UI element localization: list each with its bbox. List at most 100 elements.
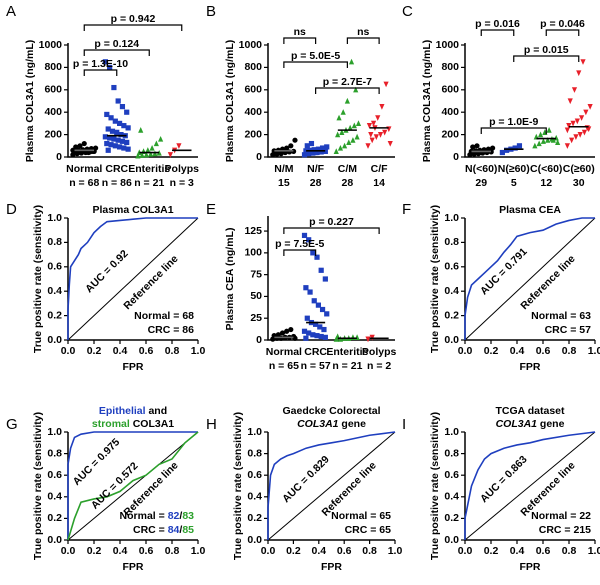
note-part: / — [179, 510, 182, 522]
panel-letter: C — [402, 3, 413, 20]
bracket — [513, 55, 580, 62]
bracket — [545, 29, 580, 36]
point — [344, 97, 350, 104]
point — [347, 124, 353, 131]
count-label: 30 — [573, 177, 585, 189]
count-label: n = 21 — [332, 360, 362, 372]
note-part: / — [179, 524, 182, 536]
y-tick-label: 1000 — [239, 39, 263, 51]
x-tick-label: 0.0 — [61, 545, 76, 557]
panel: D 0.0 0.2 0.4 0.6 0.8 1.0 0.0 0.2 0.4 0.6 0.8 1.0 FPR… — [6, 201, 205, 373]
p-value: p = 0.227 — [309, 216, 354, 228]
y-axis-label: True positive rate (sensitivity) — [429, 205, 441, 353]
y-tick-label: 1000 — [39, 39, 63, 51]
point — [377, 132, 384, 138]
point — [545, 137, 551, 143]
point — [102, 59, 108, 65]
point — [317, 324, 323, 330]
x-tick-label: 0.6 — [337, 545, 352, 557]
reference-diagonal — [267, 431, 396, 541]
point — [318, 333, 324, 340]
x-tick-label: N(≥60) — [498, 163, 530, 175]
point — [567, 98, 573, 105]
point — [340, 109, 346, 115]
point — [353, 86, 359, 93]
y-tick-label: 0.8 — [247, 447, 262, 459]
y-tick-label: 800 — [441, 61, 459, 73]
point — [313, 149, 319, 156]
point — [116, 144, 123, 150]
point — [499, 149, 505, 156]
point — [350, 137, 356, 143]
point — [108, 115, 114, 121]
y-axis-label: True positive rate (sensitivity) — [429, 412, 441, 560]
point — [550, 137, 556, 143]
y-tick-label: 0 — [256, 334, 262, 346]
y-axis-label: Plasma CEA (ng/mL) — [224, 228, 236, 331]
point — [383, 81, 389, 88]
point — [156, 149, 162, 156]
note-part: Normal = — [120, 510, 168, 522]
panel-title-part: Epithelial — [99, 405, 146, 417]
note: CRC = 215 — [539, 524, 591, 536]
point — [315, 302, 322, 308]
point — [322, 148, 328, 154]
y-axis-label: Plasma COL3A1 (ng/mL) — [24, 40, 36, 163]
bracket — [283, 37, 317, 44]
panel-title: TCGA dataset — [495, 405, 565, 417]
point — [470, 144, 476, 150]
x-axis-label: FPR — [520, 561, 541, 573]
x-tick-label: 0.8 — [562, 545, 577, 557]
count-label: 14 — [373, 177, 385, 189]
point — [112, 143, 118, 149]
x-tick-label: 0.0 — [261, 545, 276, 557]
panel: I 0.0 0.2 0.4 0.6 0.8 1.0 0.0 0.2 0.4 0.6 0.8 1.0 FPR… — [402, 405, 600, 573]
point — [308, 140, 315, 147]
panel-title: Gaedcke Colorectal — [282, 405, 380, 417]
panel-title-part: TCGA dataset — [495, 405, 565, 417]
y-tick-label: 1.0 — [47, 426, 62, 438]
x-tick-label: N(<60) — [465, 163, 497, 175]
point — [490, 145, 496, 151]
point — [321, 326, 327, 333]
panel: F 0.0 0.2 0.4 0.6 0.8 1.0 0.0 0.2 0.4 0.6 0.8 1.0 FPR… — [402, 201, 600, 373]
y-tick-label: 0.4 — [47, 491, 62, 503]
panel-title-part: gene — [537, 418, 565, 430]
point — [279, 330, 286, 336]
count-label: 28 — [310, 177, 322, 189]
point — [346, 139, 352, 146]
auc-label: AUC = 0.829 — [280, 453, 332, 505]
p-value: p = 1.3E-10 — [73, 58, 128, 70]
x-tick-label: 1.0 — [191, 345, 206, 357]
point — [304, 143, 310, 149]
point — [292, 335, 298, 341]
y-tick-label: 0.8 — [444, 236, 459, 248]
y-tick-label: 400 — [244, 106, 262, 118]
y-axis-label: True positive rate (sensitivity) — [32, 205, 44, 353]
x-axis-label: FPR — [123, 361, 144, 373]
x-tick-label: 0.8 — [562, 345, 577, 357]
point — [564, 127, 570, 134]
panel-title-part: stromal — [92, 418, 130, 430]
note: Normal = 22 — [531, 510, 591, 522]
y-tick-label: 200 — [44, 128, 62, 140]
y-tick-label: 800 — [244, 61, 262, 73]
p-value: p = 1.0E-9 — [489, 116, 538, 128]
point — [366, 123, 373, 129]
panel-letter: F — [402, 201, 411, 218]
point — [115, 98, 121, 104]
point — [348, 58, 355, 65]
panel-title: Plasma COL3A1 — [92, 204, 173, 216]
point — [111, 84, 117, 91]
y-tick-label: 1000 — [436, 39, 460, 51]
point — [121, 145, 127, 151]
y-tick-label: 0.6 — [47, 469, 62, 481]
note-part: CRC = 57 — [545, 324, 592, 336]
x-tick-label: 0.2 — [87, 345, 102, 357]
note: Normal = 82/83 — [120, 510, 195, 522]
x-tick-label: Normal — [66, 163, 102, 175]
y-tick-label: 400 — [441, 106, 459, 118]
y-tick-label: 125 — [244, 225, 262, 237]
point — [468, 148, 474, 154]
